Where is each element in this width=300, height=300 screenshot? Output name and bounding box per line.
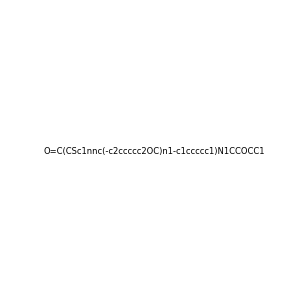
Text: O=C(CSc1nnc(-c2ccccc2OC)n1-c1ccccc1)N1CCOCC1: O=C(CSc1nnc(-c2ccccc2OC)n1-c1ccccc1)N1CC… — [43, 147, 265, 156]
